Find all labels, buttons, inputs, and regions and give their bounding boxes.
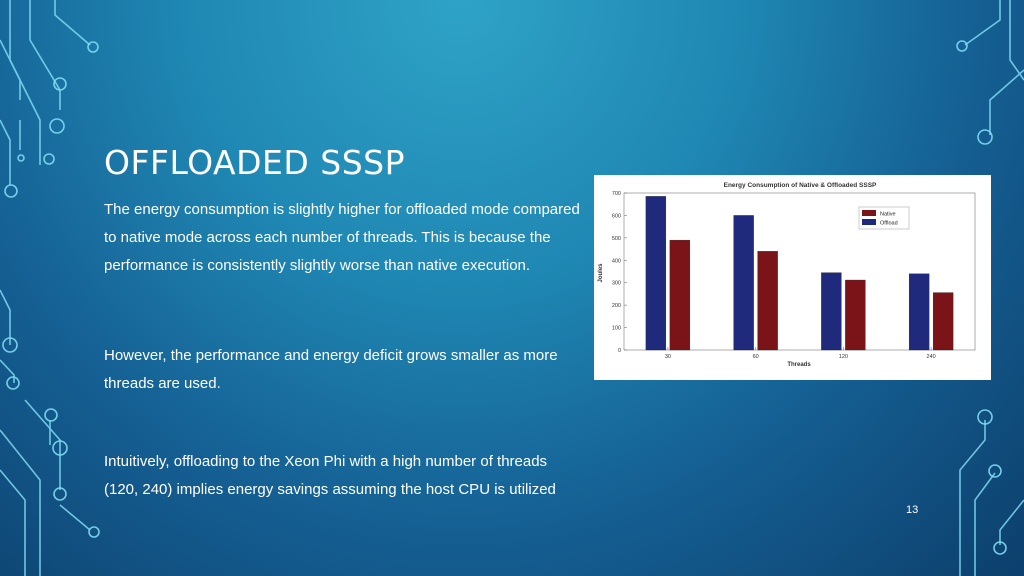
page-number: 13 [906,504,919,516]
x-tick-label: 120 [839,354,848,360]
legend-label-offload: Offload [880,221,898,227]
bar-native [669,239,691,351]
bar-native [845,279,866,351]
chart-x-axis-label: Threads [787,362,811,368]
bar-native [757,251,778,351]
bar-offload [821,272,842,351]
paragraph-energy-higher: The energy consumption is slightly highe… [104,201,580,274]
bar-offload [908,273,930,351]
y-tick-label: 100 [612,326,621,332]
bar-offload [733,215,754,351]
chart-plot-frame [623,192,976,351]
bar-native [932,292,954,351]
x-tick-label: 30 [665,354,671,360]
legend-label-native: Native [880,212,896,218]
y-tick-label: 300 [612,281,621,287]
slide-title: OFFLOADED SSSP [104,143,406,182]
y-tick-label: 400 [612,258,621,264]
y-tick-label: 600 [612,213,621,219]
energy-chart-svg: Energy Consumption of Native & Offloaded… [598,182,976,368]
x-tick-label: 240 [927,354,936,360]
bar-offload [645,196,667,351]
chart-y-axis-label: Joules [598,263,604,283]
energy-chart: Energy Consumption of Native & Offloaded… [594,175,991,380]
paragraph-deficit-smaller: However, the performance and energy defi… [104,347,558,392]
legend-swatch-offload [862,219,876,225]
y-tick-label: 500 [612,236,621,242]
y-tick-label: 200 [612,303,621,309]
x-tick-label: 60 [753,354,759,360]
chart-title: Energy Consumption of Native & Offloaded… [724,182,877,189]
legend-swatch-native [862,210,876,216]
paragraph-energy-savings: Intuitively, offloading to the Xeon Phi … [104,453,556,498]
y-tick-label: 0 [618,348,621,354]
y-tick-label: 700 [612,191,621,197]
